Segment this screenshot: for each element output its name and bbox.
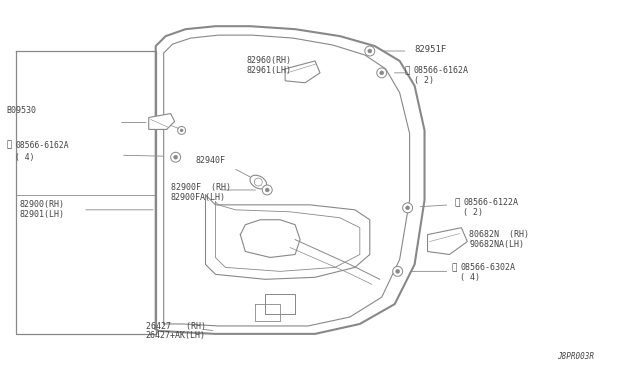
Circle shape xyxy=(365,46,375,56)
Text: J8PR003R: J8PR003R xyxy=(557,352,594,361)
Text: B09530: B09530 xyxy=(6,106,36,115)
Text: Ⓢ: Ⓢ xyxy=(6,141,12,150)
Text: 82901(LH): 82901(LH) xyxy=(19,210,64,219)
Text: 80682N  (RH): 80682N (RH) xyxy=(469,230,529,239)
Text: 82960(RH): 82960(RH) xyxy=(246,57,291,65)
Text: 82961(LH): 82961(LH) xyxy=(246,66,291,76)
Text: 82900(RH): 82900(RH) xyxy=(19,201,64,209)
Circle shape xyxy=(180,129,183,132)
Text: ( 2): ( 2) xyxy=(463,208,483,217)
Text: Ⓢ: Ⓢ xyxy=(451,263,457,272)
Text: 26427+AK(LH): 26427+AK(LH) xyxy=(146,331,205,340)
Polygon shape xyxy=(428,228,467,254)
Text: 08566-6162A: 08566-6162A xyxy=(15,141,69,150)
Text: 08566-6302A: 08566-6302A xyxy=(460,263,515,272)
Text: Ⓢ: Ⓢ xyxy=(454,198,460,207)
Circle shape xyxy=(380,71,384,75)
Text: 90682NA(LH): 90682NA(LH) xyxy=(469,240,524,249)
Text: 82900F  (RH): 82900F (RH) xyxy=(171,183,230,192)
Circle shape xyxy=(377,68,387,78)
Text: 08566-6122A: 08566-6122A xyxy=(463,198,518,207)
Circle shape xyxy=(262,185,272,195)
Circle shape xyxy=(171,152,180,162)
Text: 08566-6162A: 08566-6162A xyxy=(413,66,468,76)
Text: ( 2): ( 2) xyxy=(413,76,433,85)
Circle shape xyxy=(403,203,413,213)
Circle shape xyxy=(178,126,186,134)
Text: 82951F: 82951F xyxy=(415,45,447,54)
Circle shape xyxy=(265,188,269,192)
Ellipse shape xyxy=(250,175,267,189)
Text: ( 4): ( 4) xyxy=(15,153,35,162)
Text: 82900FA(LH): 82900FA(LH) xyxy=(171,193,226,202)
Polygon shape xyxy=(148,113,175,129)
Circle shape xyxy=(396,269,399,273)
Circle shape xyxy=(406,206,410,210)
Text: 82940F: 82940F xyxy=(196,156,225,165)
Text: Ⓢ: Ⓢ xyxy=(404,66,410,76)
Polygon shape xyxy=(285,61,320,83)
Text: 26427   (RH): 26427 (RH) xyxy=(146,323,205,331)
Circle shape xyxy=(393,266,403,276)
Circle shape xyxy=(368,49,372,53)
Text: ( 4): ( 4) xyxy=(460,273,481,282)
Circle shape xyxy=(173,155,178,159)
